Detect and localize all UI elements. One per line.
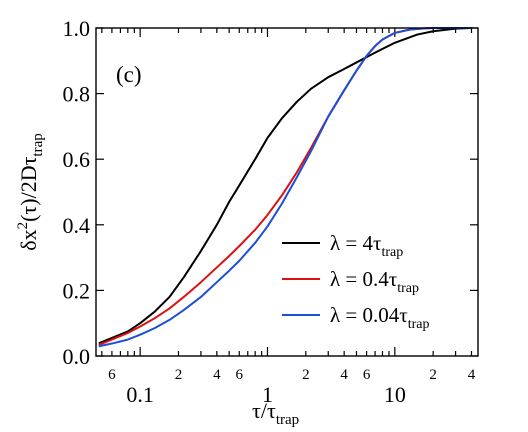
panel-label: (c) [116, 62, 142, 87]
y-tick-label: 0.2 [63, 278, 91, 303]
x-axis-title-main: τ [267, 398, 276, 423]
x-major-tick-label: 10 [384, 382, 406, 407]
x-minor-tick-label: 2 [302, 367, 310, 383]
x-major-tick-label: 0.1 [126, 382, 154, 407]
y-tick-label: 0.8 [63, 82, 91, 107]
legend-label-main: λ = 0.04τ [330, 303, 408, 327]
legend-label-sub: trap [381, 245, 403, 260]
y-tick-label: 0.0 [63, 344, 91, 369]
legend-label-main: λ = 4τ [330, 231, 381, 255]
legend-label-main: λ = 0.4τ [330, 267, 397, 291]
x-minor-tick-label: 2 [429, 367, 437, 383]
x-axis-title-sep: / [261, 398, 268, 423]
x-minor-tick-label: 6 [235, 367, 243, 383]
x-major-tick-label: 1 [262, 382, 273, 407]
x-minor-tick-label: 2 [175, 367, 183, 383]
y-axis-title-pre: δx [16, 229, 41, 250]
x-axis-title-base: τ [252, 398, 261, 423]
y-axis-title-sup: 2 [15, 222, 31, 230]
y-axis-title-mid: (τ)/2Dτ [16, 156, 41, 221]
legend-label-sub: trap [397, 281, 419, 296]
series-line-1 [98, 27, 473, 344]
legend-label-2: λ = 0.4τtrap [330, 267, 419, 296]
y-axis-title-sub: trap [30, 133, 46, 156]
x-minor-tick-label: 4 [340, 367, 348, 383]
series-line-3 [98, 27, 473, 348]
x-minor-tick-label: 6 [363, 367, 371, 383]
legend-label-1: λ = 4τtrap [330, 231, 403, 260]
series-lines [98, 27, 473, 348]
x-axis-title-sub: trap [276, 412, 299, 428]
series-line-2 [98, 27, 473, 346]
y-tick-label: 0.4 [63, 213, 91, 238]
plot-frame [95, 27, 479, 357]
axis-ticks: 0.00.20.40.60.81.00.1 1 106 2 4 6 2 4 6 2 4 [63, 16, 478, 407]
legend-label-3: λ = 0.04τtrap [330, 303, 429, 332]
y-axis-title: δx2(τ)/2Dτtrap [15, 133, 46, 251]
x-minor-tick-label: 4 [468, 367, 476, 383]
x-minor-tick-label: 6 [108, 367, 116, 383]
legend-label-sub: trap [408, 317, 430, 332]
x-axis-title: τ/τtrap [252, 398, 299, 428]
y-tick-label: 0.6 [63, 147, 91, 172]
y-tick-label: 1.0 [63, 16, 91, 41]
x-minor-tick-label: 4 [213, 367, 221, 383]
